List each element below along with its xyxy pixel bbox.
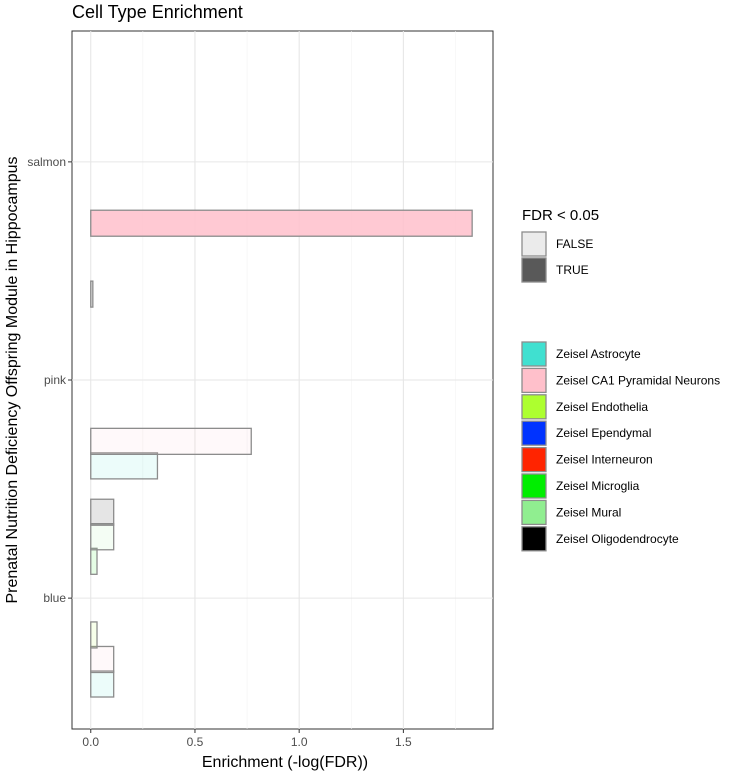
legend-fdr-key	[521, 257, 547, 283]
x-tick-label: 0.5	[187, 735, 204, 749]
legend-cell-key	[521, 341, 547, 367]
legend-cell-key	[521, 499, 547, 526]
legend-cell-key	[521, 446, 547, 473]
chart-title: Cell Type Enrichment	[72, 2, 243, 22]
bar-blue-zeisel-astrocyte	[90, 670, 115, 698]
bars	[90, 209, 473, 698]
legend-cell-label: Zeisel Astrocyte	[556, 347, 641, 361]
legend-fdr-label: FALSE	[556, 237, 593, 251]
legend-fdr: FDR < 0.05 FALSE TRUE	[521, 207, 599, 283]
legend-cell-label: Zeisel Mural	[556, 505, 621, 519]
x-axis: 0.0 0.5 1.0 1.5	[82, 729, 412, 749]
legend-cell-label: Zeisel Endothelia	[556, 400, 648, 414]
legend-cell-label: Zeisel Microglia	[556, 479, 640, 493]
legend-fdr-label: TRUE	[556, 263, 589, 277]
gridlines	[72, 31, 493, 729]
bar-blue-zeisel-ca1-pyramidal-neurons	[90, 645, 115, 674]
y-axis: blue pink salmon	[27, 155, 72, 605]
bar-pink-zeisel-oligodendrocyte	[90, 280, 94, 308]
legend-cell-key	[521, 394, 547, 420]
legend-cell-key	[521, 473, 547, 499]
x-tick-label: 0.0	[82, 735, 99, 749]
legend-cell-key	[521, 526, 547, 552]
bar-blue-zeisel-oligodendrocyte	[90, 498, 115, 526]
y-tick-label: salmon	[27, 155, 66, 169]
bar-salmon-zeisel-ca1-pyramidal-neurons	[90, 209, 473, 237]
bar-blue-zeisel-endothelia	[90, 621, 98, 649]
legend-cell-label: Zeisel CA1 Pyramidal Neurons	[556, 373, 720, 387]
legend-cell-label: Zeisel Interneuron	[556, 453, 653, 467]
bar-blue-zeisel-mural	[90, 523, 115, 551]
y-tick-label: pink	[44, 373, 67, 387]
bar-pink-zeisel-ca1-pyramidal-neurons	[90, 427, 252, 455]
x-tick-label: 1.0	[291, 735, 308, 749]
legend-cell-label: Zeisel Oligodendrocyte	[556, 532, 679, 546]
legend-cell-type: Zeisel Astrocyte Zeisel CA1 Pyramidal Neu…	[521, 341, 720, 552]
bar-pink-zeisel-astrocyte	[90, 452, 159, 480]
legend-cell-label: Zeisel Ependymal	[556, 426, 651, 440]
x-tick-label: 1.5	[395, 735, 412, 749]
legend-cell-key	[521, 420, 547, 446]
y-tick-label: blue	[43, 591, 66, 605]
bar-blue-zeisel-microglia	[90, 547, 98, 575]
x-axis-title: Enrichment (-log(FDR))	[202, 754, 368, 771]
legend-fdr-title: FDR < 0.05	[522, 207, 599, 224]
y-axis-title: Prenatal Nutrition Deficiency Offspring …	[4, 156, 21, 603]
legend-fdr-key	[521, 231, 547, 257]
legend-cell-key	[521, 367, 547, 394]
